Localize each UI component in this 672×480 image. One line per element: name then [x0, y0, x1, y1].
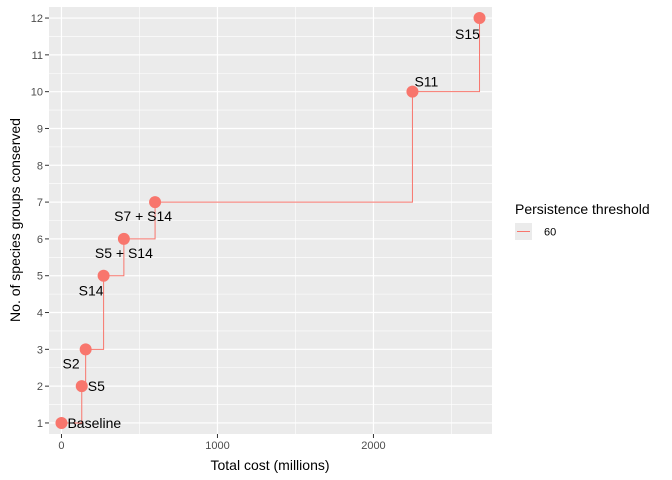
legend: Persistence threshold 60: [515, 201, 650, 240]
y-tick-label: 11: [32, 50, 43, 62]
data-point: [97, 269, 110, 282]
point-label: S7 + S14: [114, 208, 172, 224]
y-axis-title: No. of species groups conserved: [7, 118, 23, 322]
data-point: [75, 380, 88, 393]
y-tick-label: 5: [37, 271, 43, 283]
point-label: Baseline: [67, 415, 121, 431]
data-points: [55, 12, 486, 429]
point-label: S2: [63, 355, 80, 371]
grid-major: [49, 7, 492, 434]
y-tick-label: 10: [31, 87, 43, 99]
data-point: [55, 416, 68, 429]
legend-title: Persistence threshold: [515, 201, 650, 217]
y-tick-label: 8: [37, 160, 43, 172]
y-tick-label: 4: [37, 308, 43, 320]
point-labels: Baseline S5 S2 S14 S5 + S14 S7 + S14 S11 S15: [63, 26, 481, 431]
x-tick-label: 0: [58, 440, 64, 452]
y-tick-label: 3: [37, 344, 43, 356]
y-tick-label: 9: [37, 123, 43, 135]
y-tick-label: 6: [37, 234, 43, 246]
data-point: [149, 196, 162, 209]
legend-label: 60: [544, 227, 556, 239]
data-point: [406, 85, 419, 98]
point-label: S5 + S14: [95, 245, 153, 261]
x-axis: 0 1000 2000: [58, 434, 386, 452]
x-tick-label: 1000: [205, 440, 229, 452]
y-tick-label: 1: [37, 418, 43, 430]
grid-minor: [49, 7, 492, 434]
data-point: [117, 232, 130, 245]
data-point: [473, 12, 486, 25]
data-point: [79, 343, 92, 356]
point-label: S11: [414, 74, 438, 90]
x-tick-label: 2000: [361, 440, 385, 452]
point-label: S15: [455, 26, 480, 42]
x-axis-title: Total cost (millions): [210, 457, 329, 473]
y-tick-label: 2: [37, 381, 43, 393]
y-tick-label: 7: [37, 197, 43, 209]
point-label: S5: [88, 378, 105, 394]
y-tick-label: 12: [31, 13, 43, 25]
point-label: S14: [79, 283, 104, 299]
